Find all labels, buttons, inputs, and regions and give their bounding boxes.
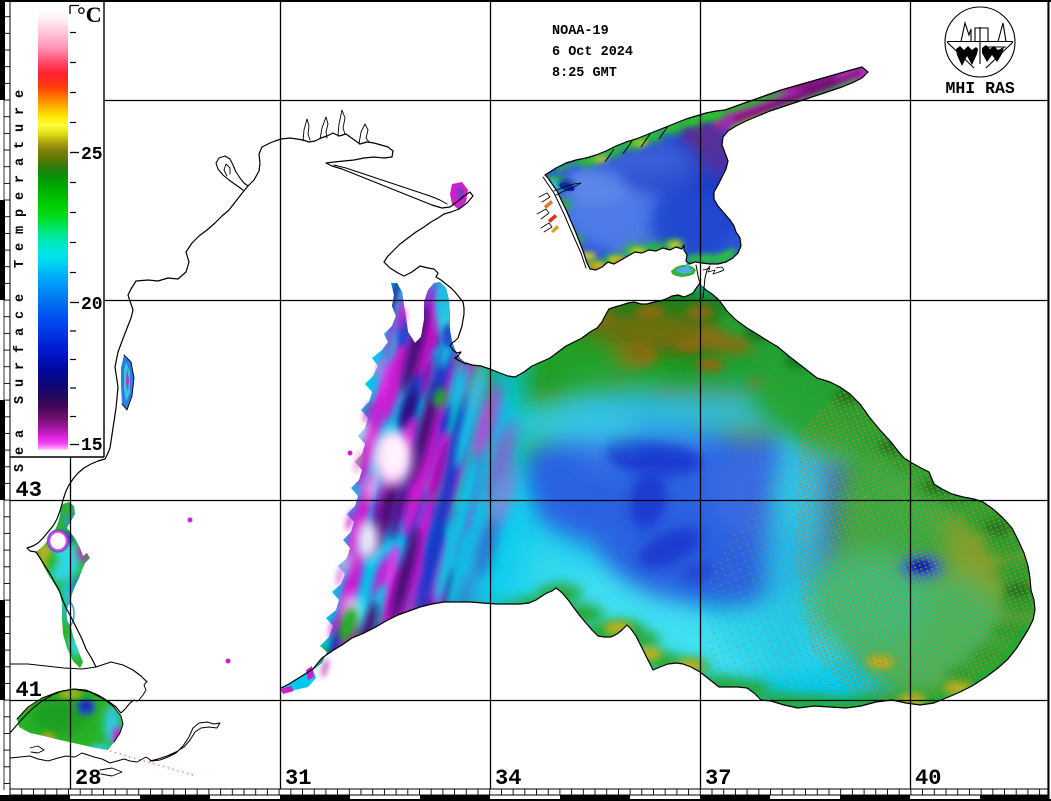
svg-text:6 Oct 2024: 6 Oct 2024 xyxy=(552,45,633,60)
svg-text:Sea Surface Temperature: Sea Surface Temperature xyxy=(13,81,28,472)
svg-text:°C: °C xyxy=(77,2,102,27)
svg-text:28: 28 xyxy=(75,766,101,791)
svg-text:NOAA-19: NOAA-19 xyxy=(552,24,609,39)
svg-text:31: 31 xyxy=(285,766,311,791)
svg-text:41: 41 xyxy=(16,678,42,703)
svg-text:8:25 GMT: 8:25 GMT xyxy=(552,66,617,81)
svg-text:34: 34 xyxy=(495,766,521,791)
svg-text:37: 37 xyxy=(705,766,731,791)
svg-text:40: 40 xyxy=(915,766,941,791)
svg-text:43: 43 xyxy=(16,478,42,503)
svg-text:20: 20 xyxy=(81,295,103,315)
svg-text:25: 25 xyxy=(81,145,103,165)
svg-text:MHI RAS: MHI RAS xyxy=(946,79,1015,98)
svg-text:15: 15 xyxy=(81,436,103,456)
